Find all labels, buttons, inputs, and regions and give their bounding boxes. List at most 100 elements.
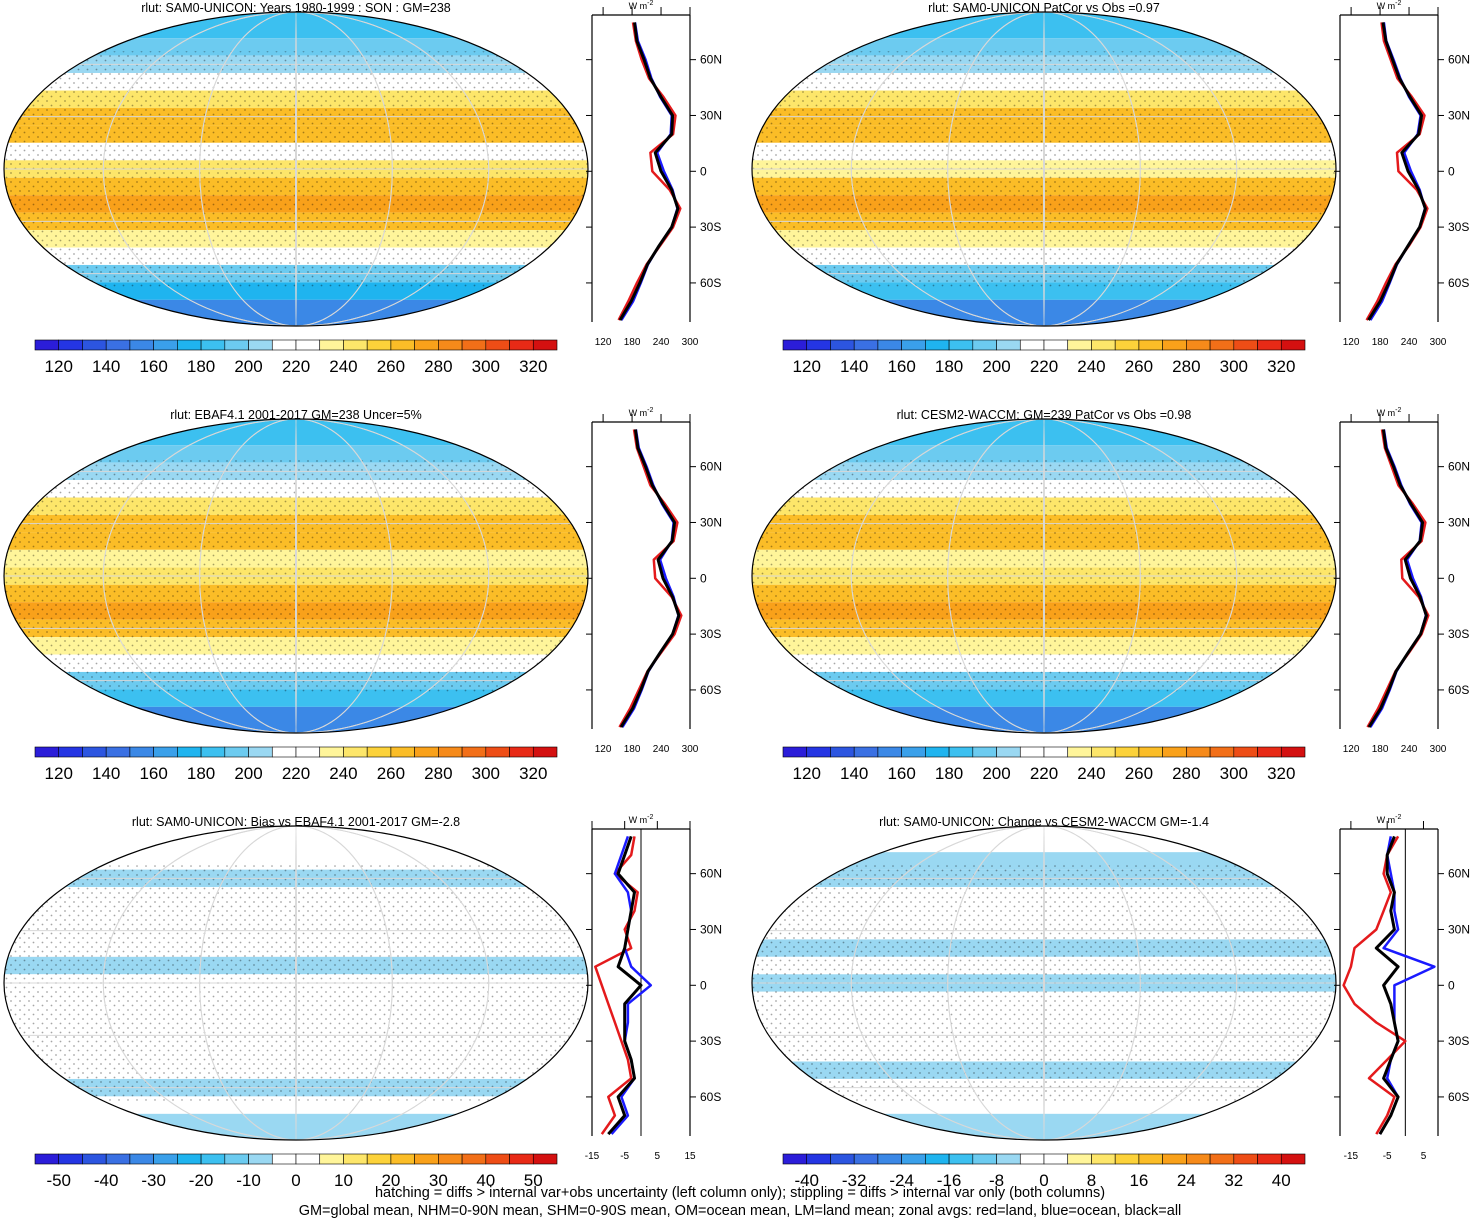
x-tick-label: 240	[653, 744, 670, 755]
colorbar-label: 200	[234, 357, 262, 376]
colorbar-box	[925, 746, 950, 758]
colorbar-box	[996, 746, 1021, 758]
y-tick-label: 60N	[700, 867, 722, 881]
colorbar-box	[248, 1153, 273, 1165]
colorbar-box	[996, 1153, 1021, 1165]
graticule	[947, 419, 1141, 733]
y-tick-label: 30S	[1448, 1034, 1469, 1048]
zonal-line	[621, 429, 680, 728]
zonal-line	[618, 22, 680, 321]
colorbar-box	[82, 746, 107, 758]
colorbar-box	[200, 1153, 226, 1165]
colorbar-box	[972, 339, 997, 351]
colorbar-label: 30	[429, 1171, 448, 1190]
colorbar-label: -32	[842, 1171, 867, 1190]
colorbar-box	[414, 1153, 439, 1165]
x-tick-label: 180	[1372, 337, 1389, 348]
y-tick-label: 0	[1448, 571, 1455, 585]
x-tick-label: 5	[655, 1151, 661, 1162]
unit-base: W m	[629, 1, 648, 11]
colorbar-box	[485, 1153, 510, 1165]
colorbar-box	[34, 339, 60, 351]
unit-base: W m	[1377, 408, 1396, 418]
colorbar-box	[461, 339, 487, 351]
colorbar-box	[1209, 339, 1235, 351]
colorbar-label: 8	[1087, 1171, 1096, 1190]
colorbar-label: 300	[472, 764, 500, 783]
colorbar-label: 300	[1220, 764, 1248, 783]
panel: rlut: EBAF4.1 2001-2017 GM=238 Uncer=5% 1…	[3, 407, 722, 783]
colorbar-label: 200	[982, 357, 1010, 376]
y-tick-label: 30S	[700, 627, 721, 641]
colorbar-box	[1067, 339, 1092, 351]
colorbar-box	[532, 746, 558, 758]
y-tick-label: 30N	[1448, 922, 1470, 936]
y-tick-label: 60S	[700, 276, 721, 290]
colorbar-box	[438, 339, 463, 351]
colorbar-box	[200, 339, 226, 351]
colorbar-box	[1019, 1153, 1045, 1165]
colorbar-box	[972, 1153, 997, 1165]
colorbar-box	[58, 746, 83, 758]
colorbar-box	[366, 1153, 392, 1165]
colorbar-box	[1067, 1153, 1092, 1165]
unit-label: W m-2	[629, 814, 654, 825]
colorbar-box	[153, 746, 178, 758]
x-tick-label: 180	[1372, 744, 1389, 755]
panel: rlut: SAM0-UNICON: Years 1980-1999 : SON…	[3, 0, 722, 376]
colorbar-box	[177, 339, 202, 351]
colorbar-box	[509, 746, 534, 758]
graticule	[295, 12, 297, 326]
x-tick-label: 300	[682, 337, 699, 348]
footer-line: GM=global mean, NHM=0-90N mean, SHM=0-90…	[299, 1203, 1182, 1219]
colorbar-box	[1280, 339, 1306, 351]
colorbar-box	[1162, 1153, 1187, 1165]
colorbar-label: 140	[92, 357, 120, 376]
colorbar-box	[295, 339, 321, 351]
y-tick-label: 30N	[700, 108, 722, 122]
colorbar-box	[461, 1153, 487, 1165]
graticule	[1043, 12, 1045, 326]
colorbar-label: 220	[282, 357, 310, 376]
colorbar-box	[948, 1153, 974, 1165]
unit-base: W m	[629, 408, 648, 418]
zonal-line	[620, 22, 679, 321]
colorbar-label: -16	[937, 1171, 962, 1190]
colorbar-box	[129, 1153, 154, 1165]
colorbar-box	[1257, 746, 1282, 758]
colorbar-box	[853, 746, 879, 758]
colorbar-box	[830, 746, 855, 758]
colorbar-box	[485, 339, 510, 351]
x-tick-label: 180	[624, 337, 641, 348]
colorbar-label: -24	[889, 1171, 914, 1190]
colorbar-label: 300	[472, 357, 500, 376]
zonal-line	[1367, 429, 1428, 728]
colorbar-box	[1233, 1153, 1258, 1165]
colorbar-box	[319, 1153, 344, 1165]
x-tick-label: -5	[620, 1151, 629, 1162]
colorbar-label: 16	[1129, 1171, 1148, 1190]
y-tick-label: 0	[700, 978, 707, 992]
colorbar-box	[1209, 746, 1235, 758]
graticule	[850, 419, 1238, 733]
colorbar-box	[1043, 746, 1069, 758]
zonal-line	[1369, 429, 1428, 728]
colorbar-box	[1114, 746, 1140, 758]
y-tick-label: 0	[1448, 978, 1455, 992]
colorbar-box	[830, 339, 855, 351]
colorbar-box	[1257, 1153, 1282, 1165]
colorbar-label: 200	[234, 764, 262, 783]
panel-title: rlut: SAM0-UNICON: Change vs CESM2-WACCM…	[879, 815, 1209, 829]
panel: rlut: CESM2-WACCM: GM=239 PatCor vs Obs …	[751, 407, 1470, 783]
colorbar-box	[1186, 1153, 1211, 1165]
graticule	[199, 12, 393, 326]
colorbar-box	[877, 746, 902, 758]
colorbar-box	[200, 746, 226, 758]
colorbar-box	[877, 1153, 902, 1165]
y-tick-label: 60N	[1448, 867, 1470, 881]
unit-base: W m	[1377, 815, 1396, 825]
colorbar-box	[82, 339, 107, 351]
colorbar-label: 320	[519, 357, 547, 376]
zonal-line	[594, 836, 639, 1135]
unit-base: W m	[1377, 1, 1396, 11]
